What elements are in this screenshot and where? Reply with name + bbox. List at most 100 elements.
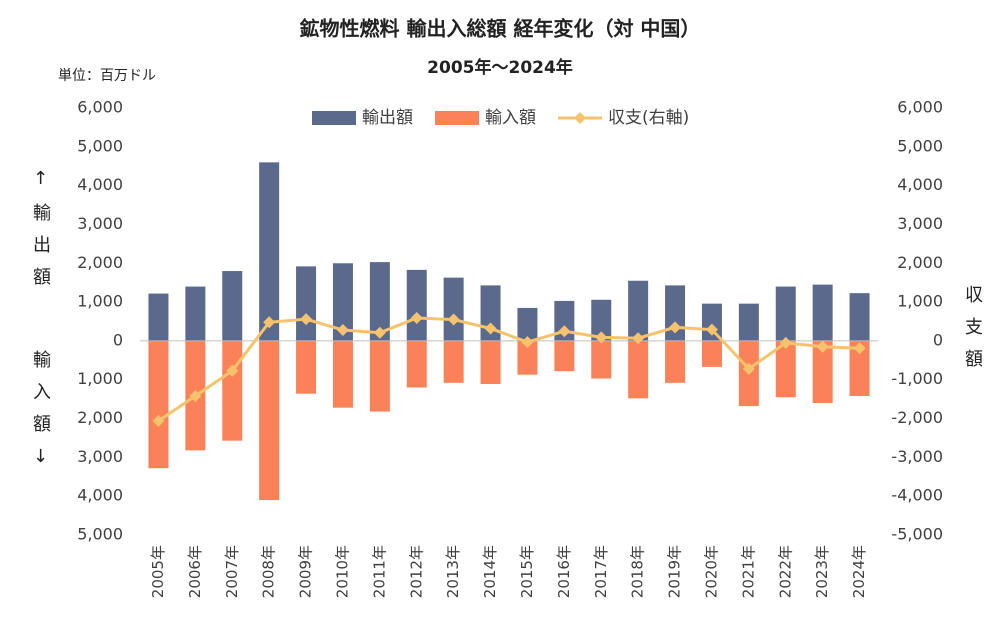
bar bbox=[332, 340, 353, 408]
bar bbox=[443, 277, 464, 341]
y2-tick-label: 3,000 bbox=[897, 214, 943, 233]
line-marker bbox=[595, 331, 608, 344]
line-marker bbox=[816, 340, 829, 353]
y-tick-label: 0 bbox=[113, 330, 123, 349]
y-tick-label: 4,000 bbox=[77, 175, 123, 194]
x-tick-label: 2006年 bbox=[186, 545, 204, 598]
bar bbox=[628, 280, 649, 341]
bar bbox=[296, 266, 317, 341]
bar bbox=[849, 340, 870, 397]
bar bbox=[332, 263, 353, 341]
y2-tick-label: -3,000 bbox=[891, 447, 943, 466]
bar bbox=[628, 340, 649, 399]
x-tick-label: 2017年 bbox=[592, 545, 610, 598]
y-tick-label: 4,000 bbox=[77, 486, 123, 505]
bar bbox=[185, 286, 206, 341]
legend-swatch bbox=[435, 111, 479, 125]
bar bbox=[701, 303, 722, 341]
y-tick-label: 2,000 bbox=[77, 408, 123, 427]
line-marker bbox=[632, 332, 645, 345]
line-marker bbox=[336, 324, 349, 337]
x-tick-label: 2019年 bbox=[666, 545, 684, 598]
x-tick-label: 2024年 bbox=[850, 545, 868, 598]
legend-swatch bbox=[312, 111, 356, 125]
x-tick-label: 2018年 bbox=[629, 545, 647, 598]
line-marker bbox=[226, 364, 239, 377]
y2-tick-label: -2,000 bbox=[891, 408, 943, 427]
line-marker bbox=[300, 313, 313, 326]
bar bbox=[812, 284, 833, 341]
bar bbox=[148, 293, 169, 341]
bar bbox=[775, 340, 796, 398]
legend-swatch bbox=[574, 112, 586, 124]
y-tick-label: 3,000 bbox=[77, 214, 123, 233]
y2-tick-label: 2,000 bbox=[897, 253, 943, 272]
bar bbox=[222, 340, 243, 441]
line-marker bbox=[669, 321, 682, 334]
y-tick-label: 5,000 bbox=[77, 525, 123, 544]
x-tick-label: 2010年 bbox=[333, 545, 351, 598]
line-marker bbox=[263, 316, 276, 329]
line-marker bbox=[152, 414, 165, 427]
bar bbox=[517, 340, 538, 375]
x-tick-label: 2005年 bbox=[149, 545, 167, 598]
y2-tick-label: 6,000 bbox=[897, 98, 943, 117]
line-marker bbox=[705, 323, 718, 336]
x-tick-label: 2009年 bbox=[297, 545, 315, 598]
bar bbox=[369, 340, 390, 412]
line-marker bbox=[447, 313, 460, 326]
unit-label: 単位：百万ドル bbox=[58, 68, 156, 84]
bar bbox=[849, 293, 870, 341]
bar bbox=[406, 269, 427, 341]
y-label-top: ↑輸出額 bbox=[30, 168, 51, 299]
bar bbox=[591, 340, 612, 379]
y-tick-label: 6,000 bbox=[77, 98, 123, 117]
line-marker bbox=[189, 390, 202, 403]
y-label-bottom: 輸入額↓ bbox=[30, 350, 51, 481]
bar bbox=[406, 340, 427, 388]
line-marker bbox=[521, 336, 534, 349]
line-marker bbox=[410, 312, 423, 325]
y2-tick-label: -4,000 bbox=[891, 486, 943, 505]
bar bbox=[701, 340, 722, 367]
line-marker bbox=[484, 322, 497, 335]
bar bbox=[517, 307, 538, 341]
bar bbox=[775, 286, 796, 341]
legend-label: 収支(右軸) bbox=[608, 108, 689, 128]
x-tick-label: 2007年 bbox=[223, 545, 241, 598]
y-tick-label: 1,000 bbox=[77, 292, 123, 311]
line bbox=[157, 316, 860, 423]
y-tick-label: 3,000 bbox=[77, 447, 123, 466]
legend-label: 輸出額 bbox=[362, 108, 413, 128]
line-marker bbox=[742, 362, 755, 375]
line-marker bbox=[779, 336, 792, 349]
x-tick-label: 2011年 bbox=[370, 545, 388, 598]
x-tick-label: 2014年 bbox=[481, 545, 499, 598]
bar bbox=[296, 340, 317, 394]
y2-tick-label: 4,000 bbox=[897, 175, 943, 194]
y-tick-label: 5,000 bbox=[77, 136, 123, 155]
legend-label: 輸入額 bbox=[485, 108, 536, 128]
chart-subtitle: 2005年～2024年 bbox=[427, 57, 573, 78]
y-tick-label: 2,000 bbox=[77, 253, 123, 272]
x-tick-label: 2021年 bbox=[739, 545, 757, 598]
x-tick-label: 2016年 bbox=[555, 545, 573, 598]
x-tick-label: 2023年 bbox=[813, 545, 831, 598]
bar bbox=[812, 340, 833, 404]
x-tick-label: 2022年 bbox=[776, 545, 794, 598]
y2-tick-label: -1,000 bbox=[891, 369, 943, 388]
line-marker bbox=[853, 342, 866, 355]
x-tick-label: 2020年 bbox=[702, 545, 720, 598]
bar bbox=[665, 340, 686, 383]
line-marker bbox=[558, 325, 571, 338]
bar bbox=[369, 262, 390, 341]
x-tick-label: 2015年 bbox=[518, 545, 536, 598]
x-tick-label: 2013年 bbox=[444, 545, 462, 598]
bar bbox=[148, 340, 169, 469]
bar bbox=[259, 162, 280, 341]
chart-title: 鉱物性燃料 輸出入総額 経年変化（対 中国） bbox=[300, 17, 701, 41]
line-marker bbox=[373, 326, 386, 339]
bar bbox=[554, 340, 575, 372]
bar bbox=[738, 303, 759, 341]
